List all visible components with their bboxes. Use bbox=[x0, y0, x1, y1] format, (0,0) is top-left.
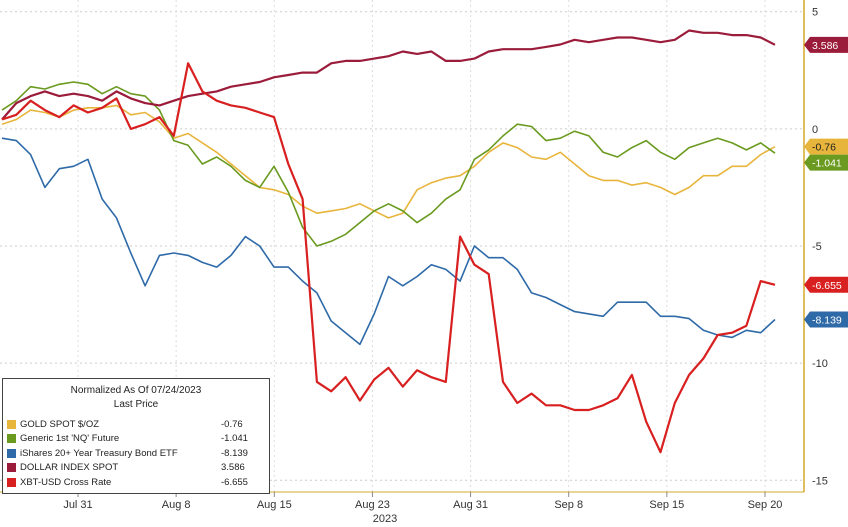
legend-entry: DOLLAR INDEX SPOT 3.586 bbox=[7, 461, 265, 475]
y-axis-ticks: 5 0 -5 -10 -15 bbox=[812, 7, 828, 488]
x-tick-label: Jul 31 bbox=[63, 499, 92, 511]
end-label-box bbox=[804, 154, 848, 171]
legend-last-price: -0.76 bbox=[221, 418, 243, 430]
end-label-box bbox=[804, 276, 848, 293]
legend-series-name: Generic 1st 'NQ' Future bbox=[20, 433, 120, 444]
x-tick-label: Aug 31 bbox=[453, 499, 488, 511]
legend-swatch bbox=[7, 463, 16, 472]
legend-swatch bbox=[7, 434, 16, 443]
x-tick-label: Aug 8 bbox=[162, 499, 191, 511]
end-label: 3.586 bbox=[804, 36, 848, 53]
legend-series-name: DOLLAR INDEX SPOT bbox=[20, 462, 119, 473]
series-line bbox=[1, 104, 776, 219]
series-line bbox=[1, 29, 776, 121]
series-lines bbox=[1, 29, 776, 454]
end-label: -1.041 bbox=[804, 154, 848, 171]
legend-last-price: -8.139 bbox=[221, 447, 248, 459]
end-label: -6.655 bbox=[804, 276, 848, 293]
legend-last-price: -1.041 bbox=[221, 433, 248, 444]
end-label: -8.139 bbox=[804, 311, 848, 328]
x-tick-label: Sep 8 bbox=[554, 499, 583, 511]
end-label-value: -8.139 bbox=[812, 315, 842, 327]
x-tick-label: Sep 20 bbox=[748, 499, 783, 511]
legend-title: Normalized As Of 07/24/2023 bbox=[70, 385, 202, 396]
legend-last-price: -6.655 bbox=[221, 476, 248, 488]
legend-entry: Generic 1st 'NQ' Future -1.041 bbox=[7, 432, 265, 446]
legend-series-name: GOLD SPOT $/OZ bbox=[20, 418, 100, 430]
legend-series-name: XBT-USD Cross Rate bbox=[20, 476, 112, 488]
series-line bbox=[1, 137, 776, 346]
x-tick-label: Sep 15 bbox=[649, 499, 684, 511]
legend-swatch bbox=[7, 477, 16, 487]
end-label: -0.76 bbox=[804, 138, 848, 155]
y-tick-label: -5 bbox=[812, 241, 822, 253]
legend-entry: iShares 20+ Year Treasury Bond ETF -8.139 bbox=[7, 446, 265, 460]
x-axis-label: 2023 bbox=[373, 513, 397, 525]
legend-swatch bbox=[7, 448, 16, 458]
end-label-box bbox=[804, 36, 848, 53]
y-tick-label: -15 bbox=[812, 475, 828, 487]
y-tick-label: -10 bbox=[812, 358, 828, 370]
legend-swatch bbox=[7, 419, 16, 429]
end-label-value: 3.586 bbox=[812, 40, 838, 52]
y-tick-label: 5 bbox=[812, 7, 818, 19]
x-tick-label: Aug 15 bbox=[257, 499, 292, 511]
legend-series-name: iShares 20+ Year Treasury Bond ETF bbox=[20, 447, 178, 459]
end-label-box bbox=[804, 138, 848, 155]
series-line bbox=[1, 62, 776, 454]
end-label-value: -6.655 bbox=[812, 280, 842, 292]
legend-last-price: 3.586 bbox=[221, 462, 245, 473]
x-tick-label: Aug 23 bbox=[355, 499, 390, 511]
y-tick-label: 0 bbox=[812, 124, 818, 136]
end-label-box bbox=[804, 311, 848, 328]
legend-entry: XBT-USD Cross Rate -6.655 bbox=[7, 475, 265, 489]
legend-entry: GOLD SPOT $/OZ -0.76 bbox=[7, 417, 265, 431]
end-label-value: -0.76 bbox=[812, 142, 836, 154]
end-label-value: -1.041 bbox=[812, 158, 842, 170]
x-axis-ticks: Jul 31 Aug 8 Aug 15 Aug 23 Aug 31 Sep 8 Sep 15… bbox=[63, 492, 782, 511]
end-value-labels: 3.586 -0.76 -1.041 -6.655 -8.139 bbox=[804, 36, 848, 328]
legend-subtitle: Last Price bbox=[113, 399, 159, 410]
series-line bbox=[1, 81, 776, 247]
legend: Normalized As Of 07/24/2023 Last Price G… bbox=[2, 378, 270, 494]
